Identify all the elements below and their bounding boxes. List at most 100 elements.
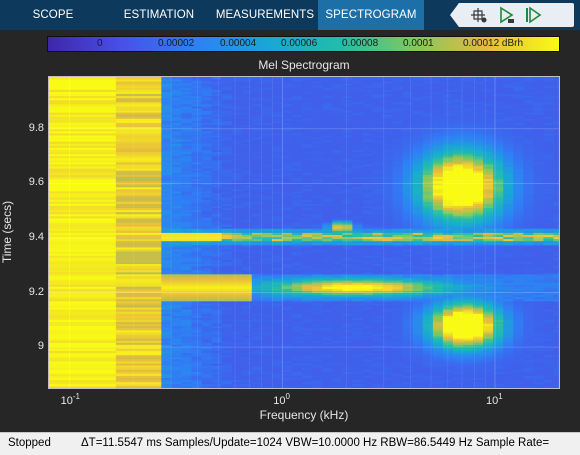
spectrogram-cell bbox=[392, 151, 404, 155]
spectrogram-cell bbox=[302, 199, 313, 202]
spectrogram-cell bbox=[382, 296, 393, 300]
spectrogram-cell bbox=[292, 120, 303, 124]
spectrogram-cell bbox=[322, 336, 333, 339]
spectrogram-cell bbox=[392, 149, 404, 153]
spectrogram-cell bbox=[201, 230, 213, 233]
spectrogram-cell bbox=[231, 81, 243, 84]
spectrogram-cell bbox=[322, 276, 333, 279]
spectrogram-cell bbox=[302, 220, 313, 223]
spectrogram-cell bbox=[261, 110, 273, 113]
spectrogram-cell bbox=[462, 259, 474, 262]
spectrogram-cell bbox=[251, 284, 263, 287]
spectrogram-cell bbox=[282, 249, 293, 252]
spectrogram-cell bbox=[211, 271, 223, 275]
spectrogram-cell bbox=[49, 211, 117, 215]
spectrogram-cell bbox=[342, 110, 353, 113]
spectrogram-cell bbox=[201, 172, 213, 175]
spectrogram-cell bbox=[412, 95, 424, 99]
spectrogram-cell bbox=[382, 352, 393, 356]
spectrogram-cell bbox=[352, 253, 363, 256]
spectrogram-cell bbox=[462, 195, 474, 198]
spectrogram-cell bbox=[201, 325, 213, 329]
spectrogram-cell bbox=[211, 195, 223, 198]
spectrogram-axes[interactable] bbox=[48, 76, 560, 389]
spectrogram-cell bbox=[181, 340, 192, 343]
spectrogram-cell bbox=[422, 296, 434, 300]
spectrogram-cell bbox=[402, 205, 414, 209]
spectrogram-cell bbox=[322, 87, 333, 90]
spectrogram-cell bbox=[292, 228, 303, 231]
run-icon[interactable] bbox=[496, 5, 518, 25]
spectrogram-cell bbox=[191, 267, 202, 271]
spectrogram-cell bbox=[462, 332, 474, 335]
spectrogram-cell bbox=[211, 101, 223, 105]
spectrogram-cell bbox=[302, 162, 313, 165]
spectrogram-cell bbox=[352, 336, 363, 339]
spectrogram-cell bbox=[422, 108, 434, 111]
tab-spectrogram[interactable]: SPECTROGRAM bbox=[318, 0, 424, 30]
spectrogram-cell bbox=[171, 305, 182, 308]
spectrogram-cell bbox=[352, 282, 363, 285]
spectrogram-cell bbox=[412, 157, 424, 161]
spectrogram-cell bbox=[352, 327, 363, 331]
spectrogram-cell bbox=[372, 188, 383, 192]
spectrogram-cell bbox=[452, 199, 464, 202]
spectrogram-cell bbox=[312, 174, 323, 177]
spectrogram-cell bbox=[241, 93, 253, 97]
spectrogram-cell bbox=[231, 120, 243, 124]
spectrogram-cell bbox=[201, 244, 213, 248]
spectrogram-cell bbox=[231, 271, 243, 275]
spectrogram-cell bbox=[312, 346, 323, 349]
spectrogram-cell bbox=[171, 373, 182, 376]
spectrogram-cell bbox=[201, 261, 213, 264]
spectrogram-cell bbox=[251, 319, 263, 323]
spectrogram-cell bbox=[282, 106, 293, 109]
spectrogram-cell bbox=[49, 153, 117, 157]
spectrogram-cell bbox=[442, 155, 454, 159]
spectrogram-cell bbox=[352, 217, 363, 221]
spectrogram-cell bbox=[282, 340, 293, 343]
spectrogram-cell bbox=[211, 139, 223, 142]
spectrogram-cell bbox=[211, 77, 223, 80]
spectrogram-cell bbox=[161, 201, 172, 204]
cursor-pin-icon[interactable] bbox=[468, 5, 490, 25]
spectrogram-cell bbox=[362, 271, 373, 275]
spectrogram-cell bbox=[49, 338, 117, 341]
spectrogram-cell bbox=[422, 336, 434, 339]
spectrogram-cell bbox=[292, 155, 303, 159]
spectrogram-cell bbox=[115, 85, 162, 88]
spectrogram-cell bbox=[251, 371, 263, 374]
spectrogram-cell bbox=[322, 79, 333, 82]
spectrogram-cell bbox=[271, 385, 283, 388]
spectrogram-cell bbox=[241, 263, 253, 267]
spectrogram-cell bbox=[241, 124, 253, 128]
tab-measurements[interactable]: MEASUREMENTS bbox=[215, 9, 315, 21]
spectrogram-cell bbox=[292, 168, 303, 171]
spectrogram-cell bbox=[382, 379, 393, 383]
spectrogram-cell bbox=[402, 265, 414, 269]
spectrogram-cell bbox=[171, 153, 182, 157]
spectrogram-cell bbox=[292, 290, 303, 294]
spectrogram-cell bbox=[322, 369, 333, 372]
spectrogram-cell bbox=[115, 195, 162, 198]
spectrogram-cell bbox=[322, 103, 333, 107]
spectrogram-cell bbox=[432, 242, 444, 246]
spectrogram-cell bbox=[332, 352, 343, 356]
spectrogram-cell bbox=[251, 85, 263, 88]
spectrogram-cell bbox=[322, 164, 333, 167]
spectrogram-cell bbox=[171, 280, 182, 283]
spectrogram-cell bbox=[161, 174, 172, 177]
spectrogram-cell bbox=[302, 97, 313, 101]
spectrogram-cell bbox=[392, 106, 404, 109]
spectrogram-cell bbox=[372, 178, 383, 182]
spectrogram-cell bbox=[342, 315, 353, 318]
tab-scope[interactable]: SCOPE bbox=[32, 9, 74, 21]
spectrogram-cell bbox=[271, 110, 283, 113]
step-forward-icon[interactable] bbox=[522, 5, 544, 25]
spectrogram-cell bbox=[442, 249, 454, 252]
spectrogram-cell bbox=[251, 365, 263, 368]
spectrogram-cell bbox=[402, 199, 414, 202]
tab-estimation[interactable]: ESTIMATION bbox=[123, 9, 195, 21]
spectrogram-cell bbox=[171, 278, 182, 281]
spectrogram-cell bbox=[432, 323, 444, 327]
